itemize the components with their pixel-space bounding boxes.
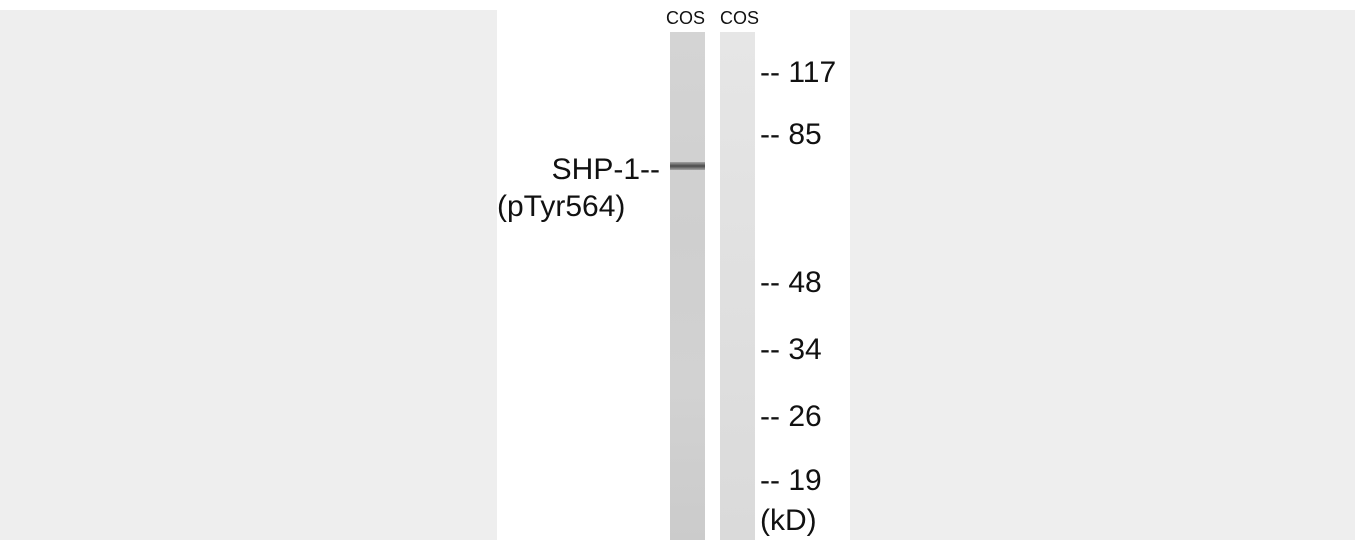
- lane-label: COS: [666, 9, 705, 27]
- left-panel: [0, 10, 497, 540]
- lane-2: [720, 32, 755, 540]
- lane-1: [670, 32, 705, 540]
- lane-label: COS: [720, 9, 759, 27]
- marker-label: -- 85: [760, 120, 822, 150]
- marker-label: -- 48: [760, 268, 822, 298]
- band: [670, 162, 705, 170]
- right-panel: [850, 10, 1355, 540]
- marker-label: -- 19: [760, 466, 822, 496]
- target-label: SHP-1--: [552, 155, 660, 185]
- blot-figure: COS COS SHP-1-- (pTyr564) -- 117 -- 85 -…: [0, 0, 1355, 540]
- marker-label: -- 34: [760, 335, 822, 365]
- marker-label: -- 26: [760, 402, 822, 432]
- unit-label: (kD): [760, 506, 817, 536]
- target-modification: (pTyr564): [497, 192, 625, 222]
- marker-label: -- 117: [760, 58, 836, 88]
